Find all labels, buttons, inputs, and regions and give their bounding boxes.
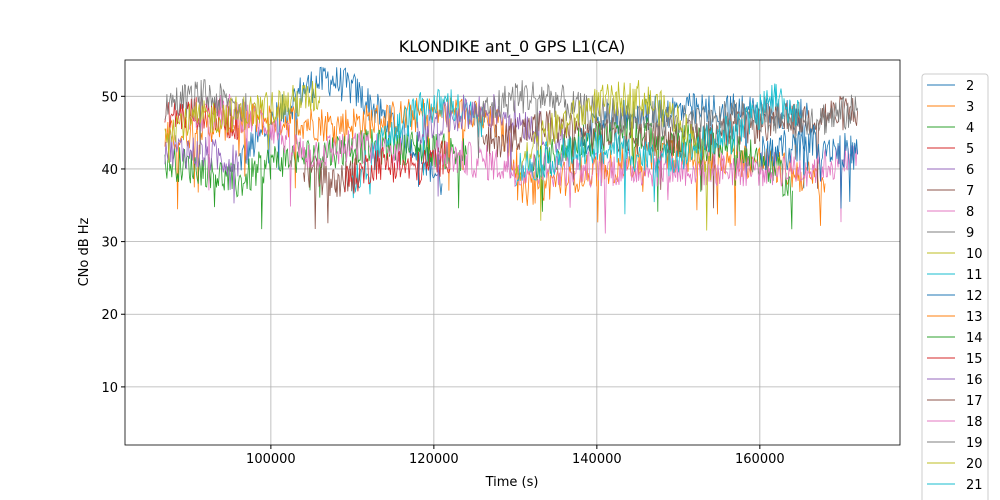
x-tick-label: 120000 — [409, 452, 459, 467]
legend-label: 17 — [966, 394, 983, 409]
y-tick-label: 30 — [101, 236, 118, 251]
legend-label: 2 — [966, 79, 974, 94]
legend-label: 13 — [966, 310, 983, 325]
y-tick-label: 10 — [101, 381, 118, 396]
y-axis-label: CNo dB Hz — [77, 217, 92, 286]
legend-label: 3 — [966, 100, 974, 115]
y-tick-label: 40 — [101, 163, 118, 178]
series-line-22 — [759, 124, 858, 209]
legend-label: 7 — [966, 184, 974, 199]
legend-label: 21 — [966, 478, 983, 493]
x-tick-label: 160000 — [735, 452, 785, 467]
plot-frame — [124, 59, 901, 446]
series-line-9 — [164, 79, 247, 155]
series-line-16 — [417, 94, 565, 197]
series-line-7 — [303, 154, 361, 230]
series-line-14 — [531, 114, 793, 230]
legend-label: 16 — [966, 373, 983, 388]
series-line-10 — [164, 80, 321, 163]
legend-label: 20 — [966, 457, 983, 472]
legend-label: 9 — [966, 226, 974, 241]
x-axis-label: Time (s) — [485, 475, 539, 490]
series-line-18 — [433, 139, 858, 234]
series-line-2 — [238, 66, 443, 196]
legend-label: 10 — [966, 247, 983, 262]
legend-label: 6 — [966, 163, 974, 178]
series-line-19 — [474, 80, 858, 160]
series-line-21 — [515, 83, 801, 215]
legend-label: 5 — [966, 142, 974, 157]
legend-label: 8 — [966, 205, 974, 220]
legend-label: 11 — [966, 268, 983, 283]
series-line-15 — [344, 140, 451, 194]
y-tick-label: 50 — [101, 90, 118, 105]
y-tick-label: 20 — [101, 308, 118, 323]
legend: 2345678910111213141516171819202122 — [921, 73, 989, 500]
x-tick-label: 140000 — [572, 452, 622, 467]
legend-label: 15 — [966, 352, 983, 367]
series-line-12 — [580, 93, 810, 189]
series-line-4 — [164, 129, 467, 230]
legend-box — [921, 73, 989, 500]
series-line-20 — [515, 80, 712, 231]
series-line-6 — [164, 133, 239, 204]
legend-label: 18 — [966, 415, 983, 430]
series-lines — [164, 66, 858, 234]
legend-label: 4 — [966, 121, 974, 136]
legend-label: 12 — [966, 289, 983, 304]
legend-label: 14 — [966, 331, 983, 346]
legend-label: 19 — [966, 436, 983, 451]
axis-ticks: 100000 120000 140000 160000 10 20 30 40 50 — [101, 90, 784, 467]
chart-title: KLONDIKE ant_0 GPS L1(CA) — [399, 37, 626, 57]
x-tick-label: 100000 — [246, 452, 296, 467]
